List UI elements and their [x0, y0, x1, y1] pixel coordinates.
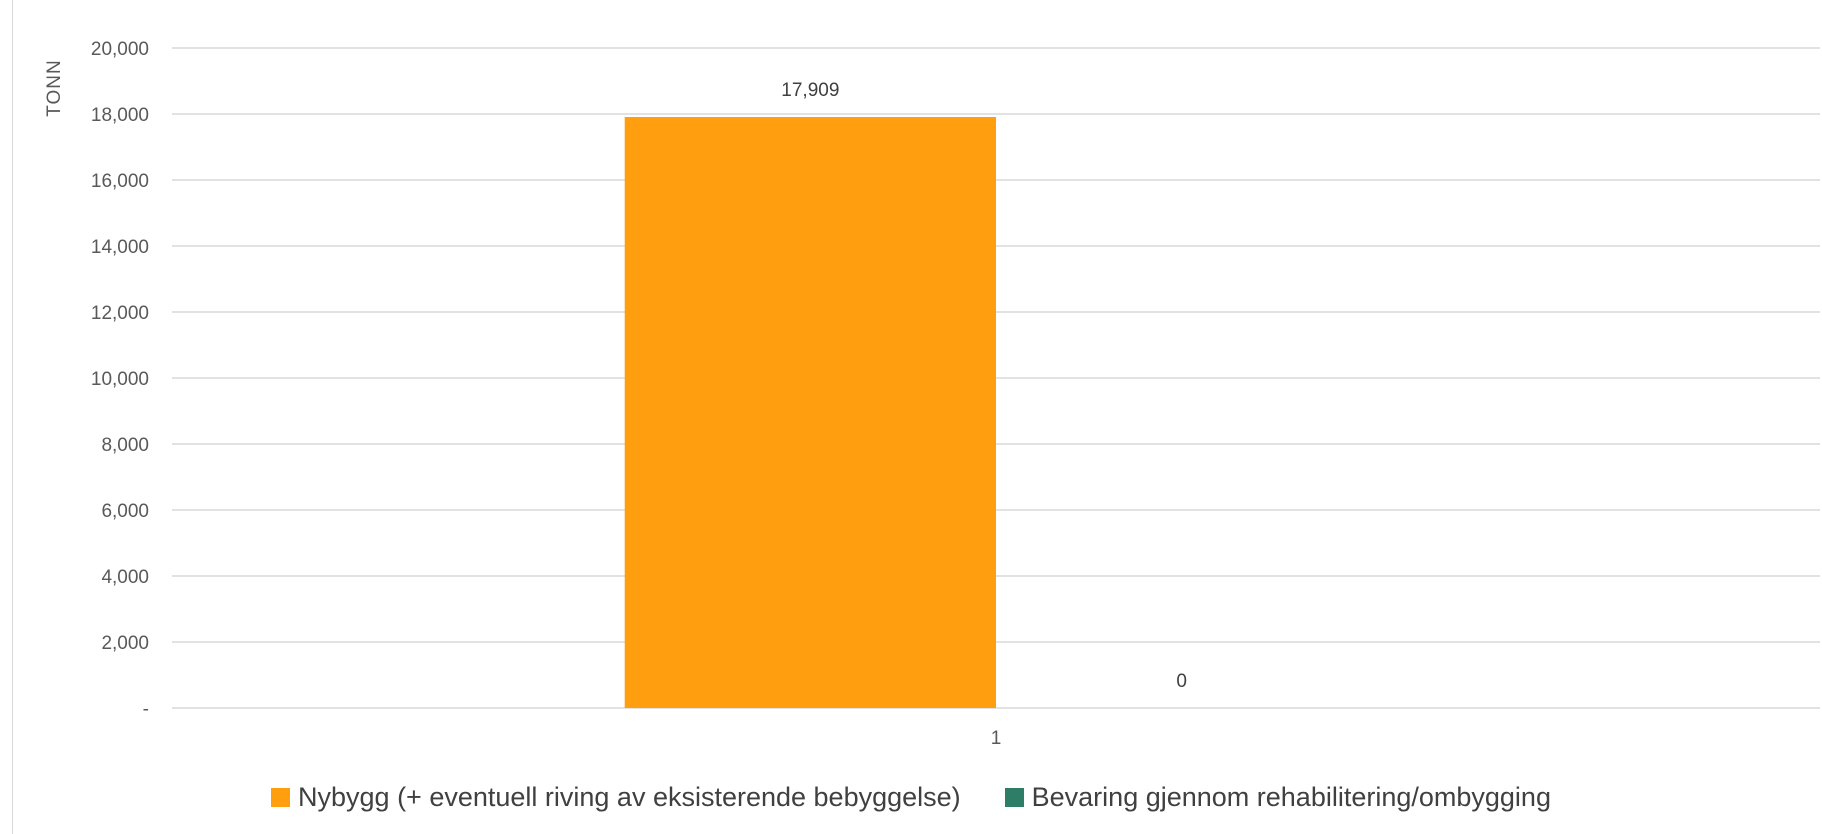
legend-swatch	[1004, 788, 1024, 807]
bar-nybygg	[624, 117, 996, 709]
bars	[624, 117, 996, 709]
y-tick-label: 2,000	[101, 633, 149, 654]
legend-swatch	[271, 788, 291, 807]
legend-item: Nybygg (+ eventuell riving av eksisteren…	[271, 782, 961, 813]
y-tick-label: 8,000	[101, 435, 149, 456]
y-tick-label: 12,000	[91, 303, 149, 324]
legend-label: Bevaring gjennom rehabilitering/ombyggin…	[1031, 782, 1551, 812]
legend-label: Nybygg (+ eventuell riving av eksisteren…	[298, 782, 961, 812]
y-axis-label: TONN	[44, 59, 65, 116]
gridlines	[172, 47, 1820, 709]
x-axis-ticks: 1	[991, 728, 1002, 749]
legend-item: Bevaring gjennom rehabilitering/ombyggin…	[1004, 782, 1551, 813]
data-label: 0	[1176, 671, 1187, 692]
x-tick-label: 1	[991, 728, 1002, 749]
y-tick-label: 18,000	[91, 105, 149, 126]
legend: Nybygg (+ eventuell riving av eksisteren…	[0, 782, 1822, 813]
y-axis-ticks: - 2,000 4,000 6,000 8,000 10,000 12,000 14,000 1…	[91, 39, 149, 720]
y-tick-label: 14,000	[91, 237, 149, 258]
y-tick-label: -	[143, 699, 149, 720]
y-tick-label: 16,000	[91, 171, 149, 192]
y-tick-label: 10,000	[91, 369, 149, 390]
data-label: 17,909	[781, 80, 839, 101]
data-labels: 17,909 0	[781, 80, 1187, 692]
chart-frame	[12, 0, 1820, 834]
y-tick-label: 20,000	[91, 39, 149, 60]
y-tick-label: 4,000	[101, 567, 149, 588]
y-tick-label: 6,000	[101, 501, 149, 522]
